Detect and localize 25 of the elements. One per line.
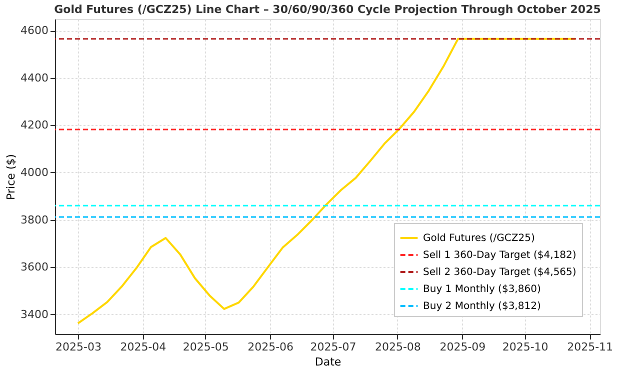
x-tick-label: 2025-05: [182, 340, 229, 354]
y-tick-label: 4600: [20, 24, 48, 38]
legend-label: Gold Futures (/GCZ25): [423, 233, 535, 244]
x-tick-label: 2025-09: [440, 340, 486, 354]
chart-title: Gold Futures (/GCZ25) Line Chart – 30/60/90/360 Cycle Projection Through October 2025: [54, 3, 601, 16]
legend-label: Buy 2 Monthly ($3,812): [423, 301, 541, 312]
x-tick-label: 2025-08: [374, 340, 421, 354]
x-tick-label: 2025-07: [310, 340, 356, 354]
line-series: [76, 38, 576, 324]
x-tick-label: 2025-11: [567, 340, 614, 354]
y-tick-label: 3600: [20, 260, 48, 274]
y-tick-label: 4400: [20, 71, 48, 84]
x-tick-label: 2025-10: [502, 340, 548, 354]
y-tick-label: 4000: [20, 166, 48, 179]
x-tick-label: 2025-03: [55, 340, 102, 354]
y-tick-label: 3400: [20, 308, 48, 321]
x-tick-label: 2025-06: [248, 340, 294, 354]
y-tick-label: 4200: [20, 118, 48, 132]
x-tick-label: 2025-04: [120, 340, 166, 354]
legend-label: Sell 1 360-Day Target ($4,182): [423, 250, 576, 261]
legend-label: Sell 2 360-Day Target ($4,565): [423, 267, 576, 278]
y-axis-title: Price ($): [4, 154, 18, 200]
y-tick-label: 3800: [20, 213, 48, 226]
x-axis-title: Date: [314, 356, 342, 368]
legend-label: Buy 1 Monthly ($3,860): [423, 284, 541, 295]
